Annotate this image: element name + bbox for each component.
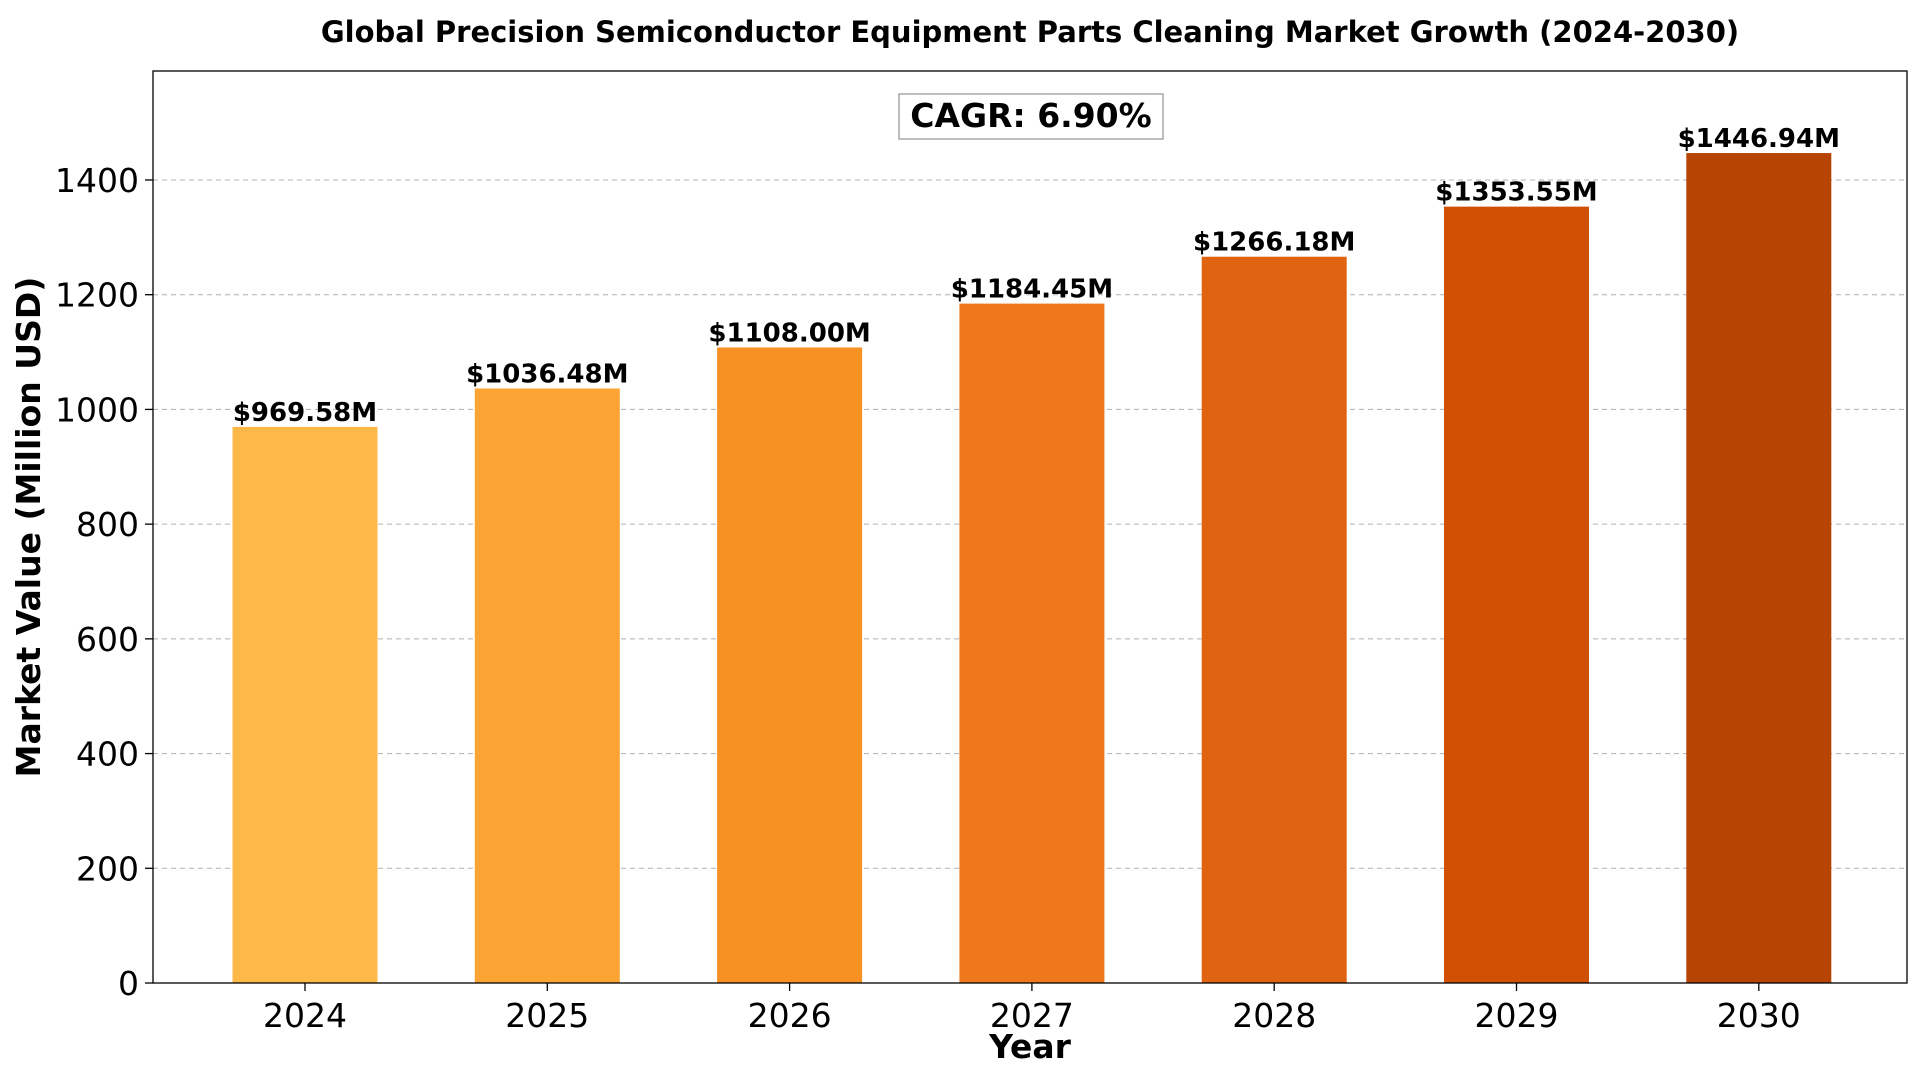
x-tick-label-2025: 2025 xyxy=(505,996,589,1035)
bar-value-label-2026: $1108.00M xyxy=(708,318,870,348)
x-tick-label-2027: 2027 xyxy=(990,996,1074,1035)
bar-value-label-2029: $1353.55M xyxy=(1435,178,1597,208)
bar-value-label-2027: $1184.45M xyxy=(951,275,1113,305)
bar-2024 xyxy=(232,426,378,984)
y-tick-label: 400 xyxy=(76,735,139,774)
bar-value-label-2030: $1446.94M xyxy=(1678,124,1840,154)
y-tick-label: 1000 xyxy=(55,390,139,429)
bar-value-labels: $969.58M $1036.48M $1108.00M $1184.45M $1266… xyxy=(233,124,1840,428)
bar-value-label-2024: $969.58M xyxy=(233,398,377,428)
y-tick-label: 1200 xyxy=(55,276,139,315)
y-tick-label: 1400 xyxy=(55,161,139,200)
y-axis-title: Market Value (Million USD) xyxy=(9,277,48,778)
bar-2030 xyxy=(1686,153,1832,983)
x-tick-label-2029: 2029 xyxy=(1475,996,1559,1035)
bar-2025 xyxy=(474,388,620,983)
bar-2026 xyxy=(717,347,863,984)
bar-2027 xyxy=(959,303,1105,983)
bar-2029 xyxy=(1444,206,1589,983)
y-tick-label: 800 xyxy=(76,505,139,544)
cagr-label: CAGR: 6.90% xyxy=(910,96,1151,135)
x-tick-label-2030: 2030 xyxy=(1717,996,1801,1035)
bars xyxy=(232,153,1832,984)
x-tick-label-2024: 2024 xyxy=(263,996,347,1035)
cagr-box xyxy=(898,93,1164,140)
cagr-annotation: CAGR: 6.90% xyxy=(898,93,1164,140)
y-tick-label: 0 xyxy=(118,964,139,1003)
plot-area-frame xyxy=(152,70,1908,984)
x-axis-title: Year xyxy=(988,1027,1072,1066)
x-tick-label-2028: 2028 xyxy=(1232,996,1316,1035)
x-tick-label-2026: 2026 xyxy=(748,996,832,1035)
chart-title: Global Precision Semiconductor Equipment… xyxy=(321,15,1739,49)
y-tick-label: 600 xyxy=(76,620,139,659)
bar-value-label-2028: $1266.18M xyxy=(1193,228,1355,258)
bar-value-label-2025: $1036.48M xyxy=(466,359,628,389)
y-axis: 0 200 400 600 800 1000 1200 1400 xyxy=(55,161,153,1003)
x-axis: 2024 2025 2026 2027 2028 2029 2030 xyxy=(263,983,1801,1035)
y-tick-label: 200 xyxy=(76,849,139,888)
bar-2028 xyxy=(1201,256,1347,983)
